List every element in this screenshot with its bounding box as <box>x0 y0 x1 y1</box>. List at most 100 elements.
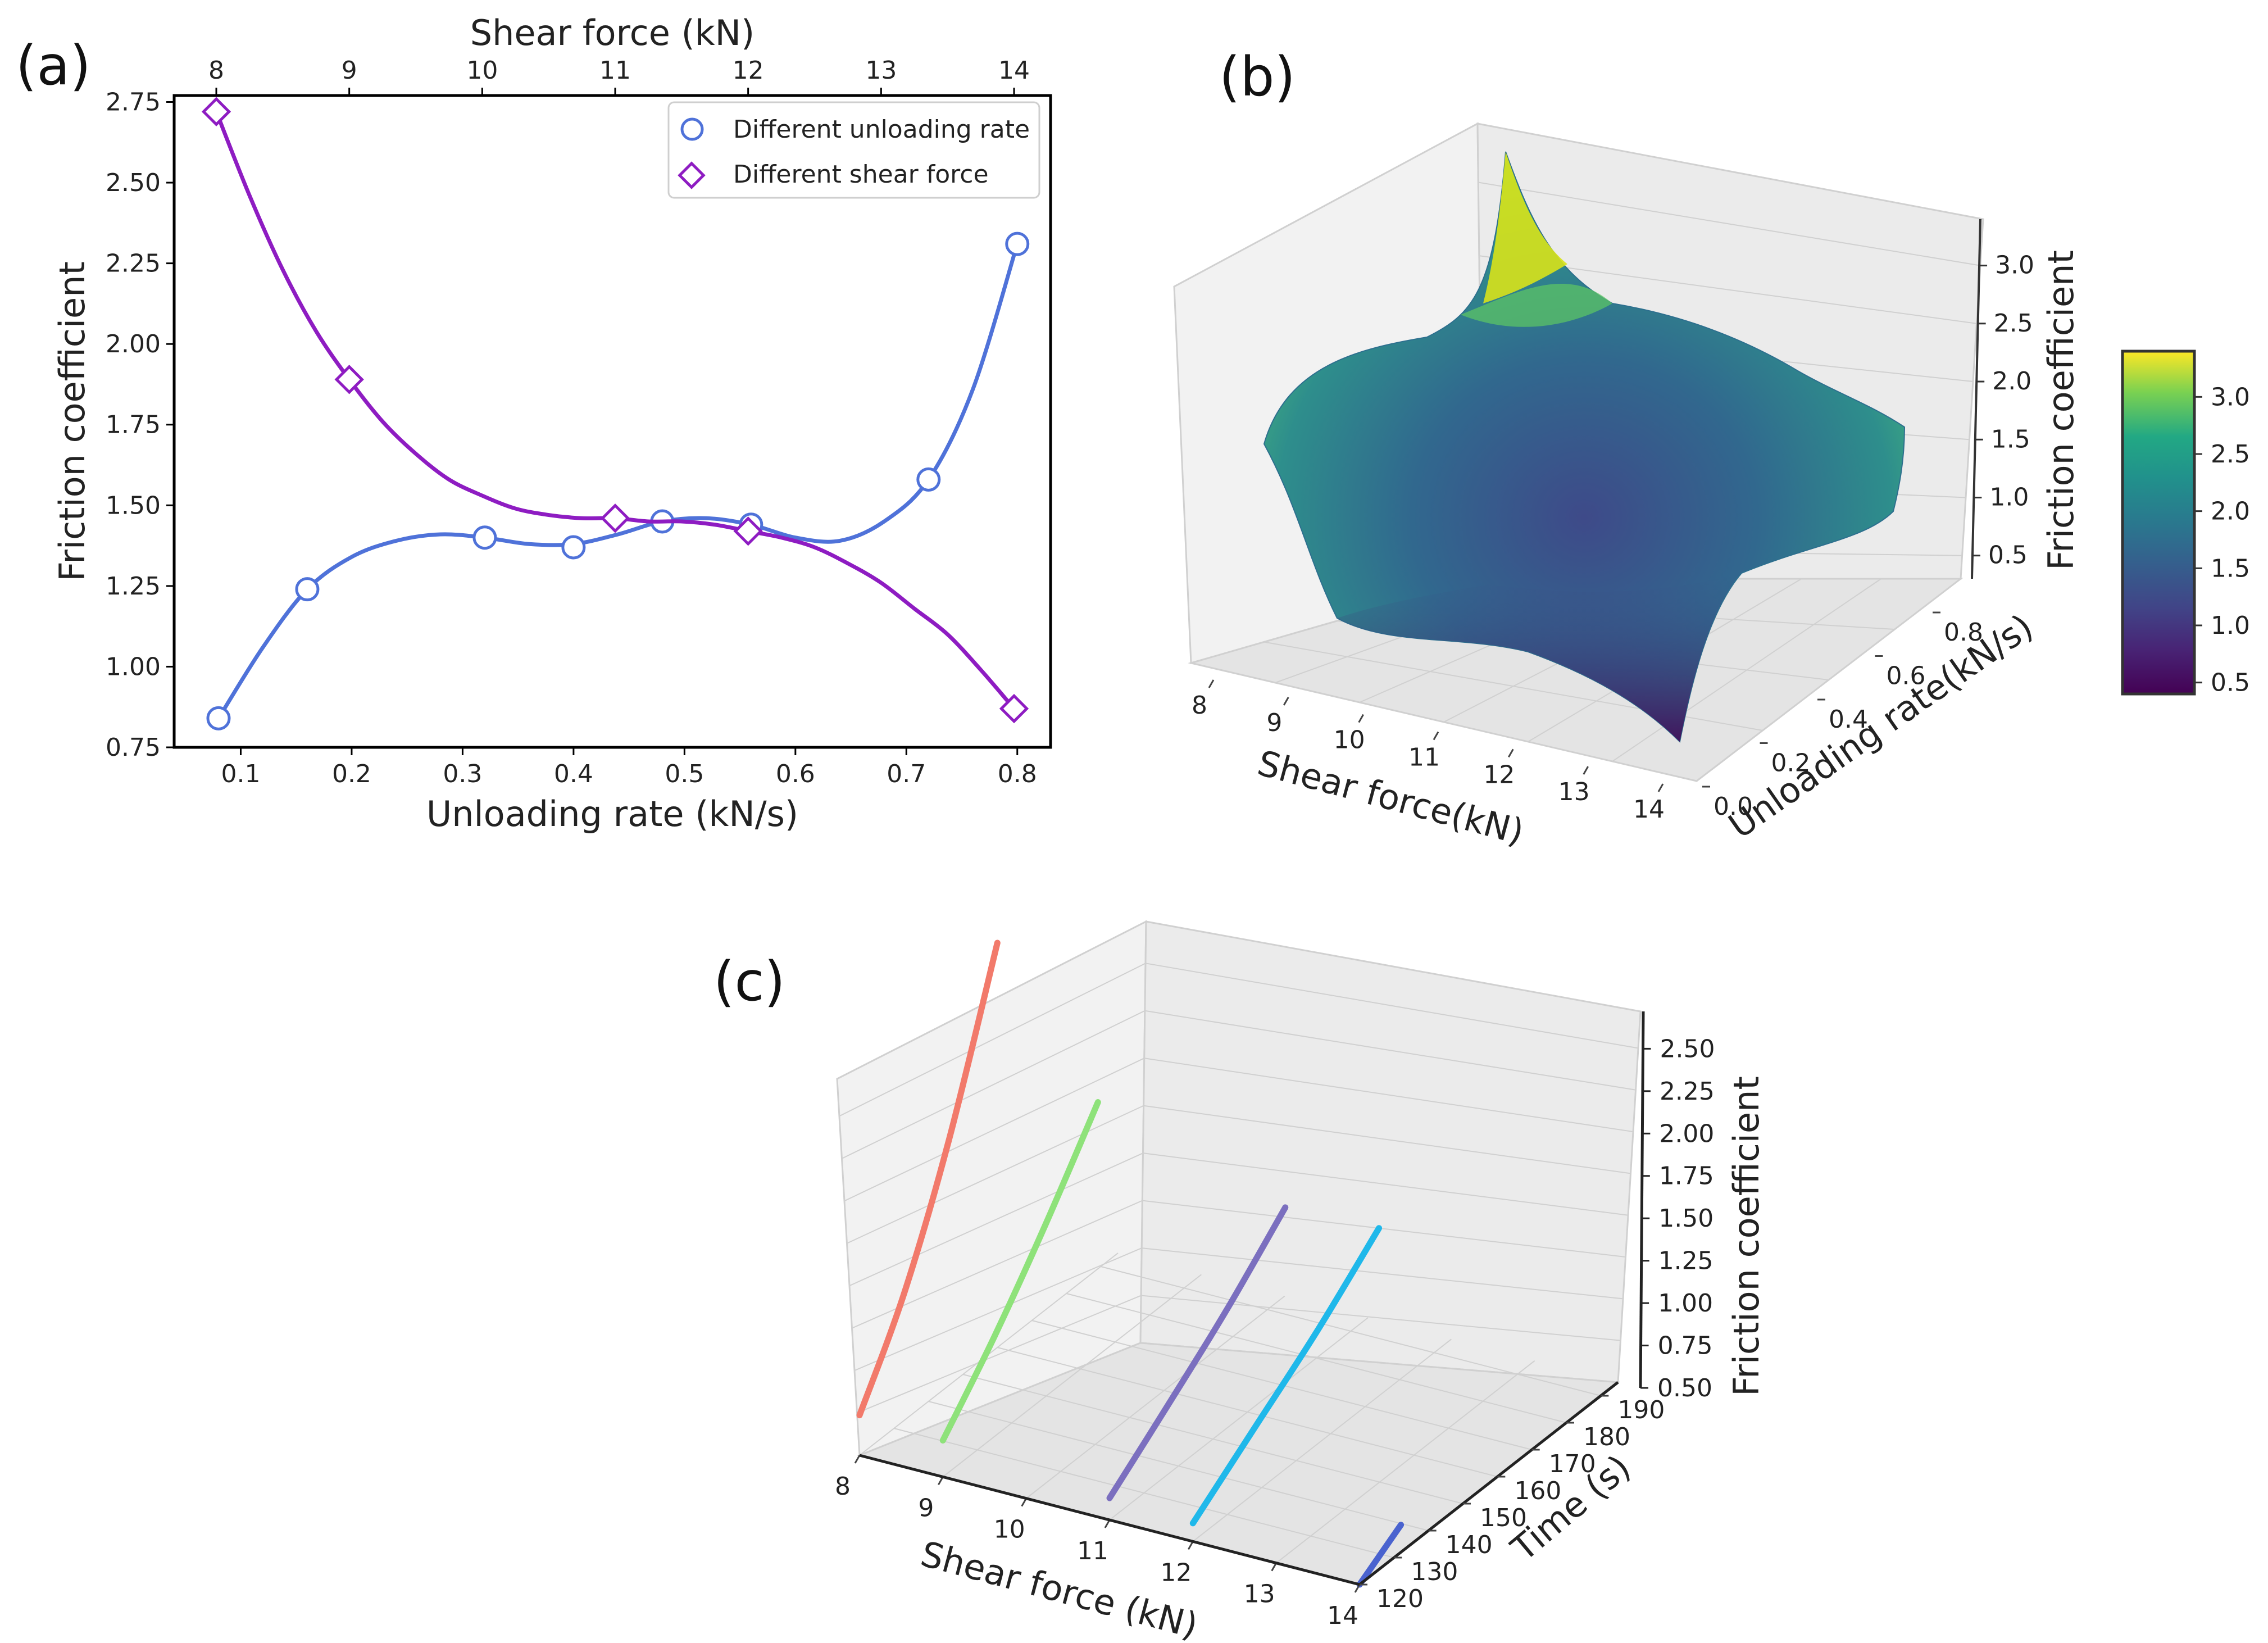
colorbar-tick-label: 3.0 <box>2211 383 2250 411</box>
y-axis: 0.0 0.2 0.4 0.6 0.8 <box>1702 611 1983 821</box>
data-point-diamond <box>334 365 364 394</box>
grid-line <box>1143 1105 1631 1174</box>
y-axis-line <box>1358 1381 1619 1586</box>
x-tick-label: 9 <box>918 1494 934 1522</box>
y-tick-label: 0.8 <box>1944 618 1983 647</box>
grid-line <box>857 1295 1142 1414</box>
x-tick-mark <box>1583 766 1589 775</box>
data-point-circle <box>1005 232 1030 256</box>
x-tick-label: 0.6 <box>776 760 815 788</box>
grid-line <box>1026 1295 1285 1499</box>
x-tick-label: 0.2 <box>332 760 371 788</box>
x2-tick-label: 12 <box>733 56 764 85</box>
legend-label-unloading-rate: Different unloading rate <box>733 115 1030 144</box>
y-tick-label: 190 <box>1617 1396 1665 1424</box>
z-tick-label: 2.50 <box>1660 1034 1715 1063</box>
data-point-circle <box>561 535 586 560</box>
grid-line <box>942 1274 1202 1478</box>
x-axis: 8 9 10 11 12 13 14 <box>835 1454 1361 1630</box>
grid-line <box>1144 1010 1636 1091</box>
x-tick-label: 8 <box>1192 691 1207 720</box>
x-tick-label: 8 <box>835 1472 851 1501</box>
colorbar-tick-label: 1.0 <box>2211 611 2250 640</box>
surface-peak <box>1483 152 1567 303</box>
grid-line <box>1276 1360 1535 1564</box>
y-tick-label: 130 <box>1411 1558 1458 1586</box>
back-pane-right <box>1139 920 1642 1383</box>
y-tick-label: 2.50 <box>106 169 161 197</box>
y-tick-label: 120 <box>1376 1585 1424 1613</box>
y-tick-label: 2.00 <box>106 330 161 358</box>
y-tick-label: 0.75 <box>106 733 161 762</box>
y-axis: 0.75 1.00 1.25 1.50 1.75 2.00 2.25 2.50 2.75 <box>106 88 174 762</box>
z-tick-label: 1.5 <box>1991 425 2030 453</box>
x-tick-mark <box>1208 679 1215 688</box>
x-tick-label: 10 <box>994 1515 1025 1544</box>
grid-line <box>1141 1295 1621 1341</box>
data-point-diamond <box>733 516 763 546</box>
y-tick-label: 160 <box>1514 1477 1561 1505</box>
z-axis-line <box>1639 1011 1645 1388</box>
surface-low-region <box>1337 573 1742 742</box>
grid-line <box>1142 1247 1624 1300</box>
x-tick-mark <box>1283 697 1289 706</box>
z-tick-label: 1.25 <box>1658 1247 1714 1276</box>
y-tick-label: 1.00 <box>106 652 161 681</box>
y-tick-label: 1.50 <box>106 491 161 520</box>
grid-line <box>894 1428 1394 1558</box>
x-tick-label: 0.3 <box>443 760 482 788</box>
panel-c-label: (c) <box>713 950 785 1013</box>
x-tick-label: 9 <box>1266 709 1282 737</box>
grid-line <box>1066 1293 1567 1423</box>
x2-tick-label: 10 <box>466 56 498 85</box>
z-tick-label: 0.50 <box>1657 1374 1712 1403</box>
colorbar-tick-label: 2.5 <box>2211 440 2250 469</box>
legend-marker-diamond <box>678 161 706 189</box>
x-tick-mark <box>1358 714 1364 723</box>
data-point-diamond <box>999 693 1029 724</box>
y-tick-label: 0.0 <box>1714 792 1753 821</box>
x2-tick-label: 14 <box>998 56 1030 85</box>
x-tick-mark <box>938 1476 944 1486</box>
x-tick-label: 14 <box>1327 1601 1358 1630</box>
z-tick-label: 2.00 <box>1659 1119 1714 1148</box>
x-tick-label: 13 <box>1244 1580 1275 1609</box>
grid-line <box>997 1347 1498 1477</box>
legend-label-shear-force: Different shear force <box>733 160 989 189</box>
grid-line <box>928 1401 1429 1531</box>
x-axis-top: 8 9 10 11 12 13 14 <box>208 56 1030 96</box>
x-tick-label: 11 <box>1408 743 1440 772</box>
panel-a: (a) 0.1 0.2 0.3 0.4 0.5 0.6 0.7 0.8 8 9 10 11 12 13 1… <box>16 12 1052 834</box>
y-tick-label: 140 <box>1446 1531 1493 1559</box>
x-tick-label: 0.7 <box>887 760 926 788</box>
x-tick-mark <box>1021 1497 1027 1507</box>
legend: Different unloading rate Different shear… <box>667 101 1040 199</box>
y-tick-label: 0.6 <box>1887 662 1926 691</box>
z-tick-label: 1.00 <box>1658 1289 1713 1318</box>
data-point-circle <box>295 577 320 602</box>
x2-axis-title: Shear force (kN) <box>470 12 755 53</box>
x2-tick-label: 11 <box>599 56 631 85</box>
x-axis-title: Unloading rate (kN/s) <box>426 793 798 834</box>
x-tick-mark <box>1104 1519 1111 1528</box>
friction-surface <box>1263 151 1906 743</box>
y-tick-label: 1.25 <box>106 572 161 601</box>
data-point-diamond <box>600 503 630 533</box>
x-tick-mark <box>1657 783 1664 792</box>
z-axis-title: Friction coefficient <box>2040 250 2081 570</box>
grid-line <box>1190 662 1697 782</box>
series-line-sf-11 <box>1106 1204 1289 1501</box>
surface-ridge <box>1461 283 1612 327</box>
y-tick-label: 2.75 <box>106 88 161 116</box>
panel-c: (c) 8 9 10 11 12 13 14 12013014015016017018019… <box>713 920 1767 1643</box>
grid-line <box>1144 1057 1634 1133</box>
z-tick-label: 2.5 <box>1994 309 2033 338</box>
x-tick-mark <box>1271 1562 1277 1572</box>
z-tick-label: 0.75 <box>1658 1332 1713 1360</box>
x-tick-label: 13 <box>1558 778 1590 806</box>
x-tick-mark <box>1508 748 1514 758</box>
grid-line <box>844 1057 1145 1202</box>
x-axis-line <box>859 1454 1360 1586</box>
series-line-sf-12 <box>1189 1225 1383 1527</box>
